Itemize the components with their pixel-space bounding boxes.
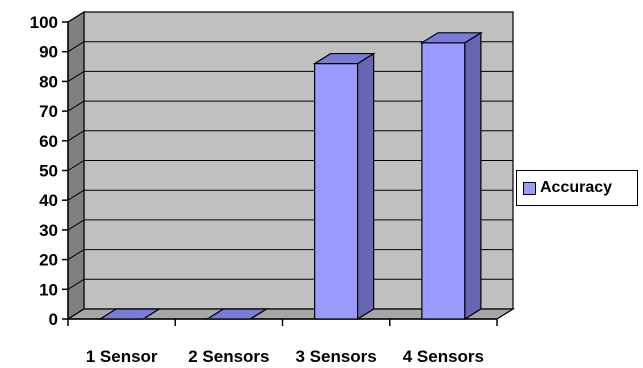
x-tick-label: 4 Sensors — [403, 347, 484, 366]
gridline-side — [67, 160, 85, 171]
gridline-side — [67, 41, 85, 53]
y-tick-label: 90 — [39, 43, 58, 62]
bar-side — [464, 31, 482, 321]
gridline-side — [67, 189, 85, 201]
y-tick-label: 0 — [49, 310, 58, 329]
legend-swatch-accuracy — [523, 181, 536, 195]
y-tick-label: 70 — [39, 102, 58, 121]
y-axis-tick-labels: 0 10 20 30 40 50 60 70 80 90 100 — [30, 13, 58, 329]
bar-top — [205, 308, 269, 320]
bar-2-sensors — [205, 308, 269, 320]
y-tick-label: 20 — [39, 251, 58, 270]
gridline-side — [67, 70, 85, 82]
y-tick-label: 30 — [39, 221, 58, 240]
gridline-side — [67, 130, 85, 142]
x-tick-label: 2 Sensors — [188, 347, 269, 366]
bar-front — [314, 62, 359, 320]
x-tick-label: 3 Sensors — [295, 347, 376, 366]
y-tick-label: 80 — [39, 72, 58, 91]
bar-4-sensors — [419, 31, 483, 321]
bar-top — [419, 32, 483, 44]
bar-1-sensor — [98, 308, 162, 320]
gridline-side — [67, 100, 85, 112]
x-axis-tick-labels: 1 Sensor 2 Sensors 3 Sensors 4 Sensors — [86, 347, 484, 366]
y-tick-label: 40 — [39, 191, 58, 210]
y-tick-label: 60 — [39, 132, 58, 151]
gridline-side — [67, 219, 85, 231]
bar-top — [312, 52, 376, 65]
x-tick-label: 1 Sensor — [86, 347, 158, 366]
y-tick-label: 50 — [39, 162, 58, 181]
bar-side — [357, 52, 375, 321]
bar-front — [421, 42, 466, 320]
legend: Accuracy — [516, 170, 638, 206]
y-tick-label: 100 — [30, 13, 58, 32]
bar-top — [98, 308, 162, 320]
gridline-side — [67, 278, 85, 290]
bar-3-sensors — [312, 52, 376, 321]
legend-label-accuracy: Accuracy — [540, 179, 613, 196]
y-tick-label: 10 — [39, 280, 58, 299]
gridline-side — [67, 11, 85, 23]
gridline-side — [67, 249, 85, 261]
